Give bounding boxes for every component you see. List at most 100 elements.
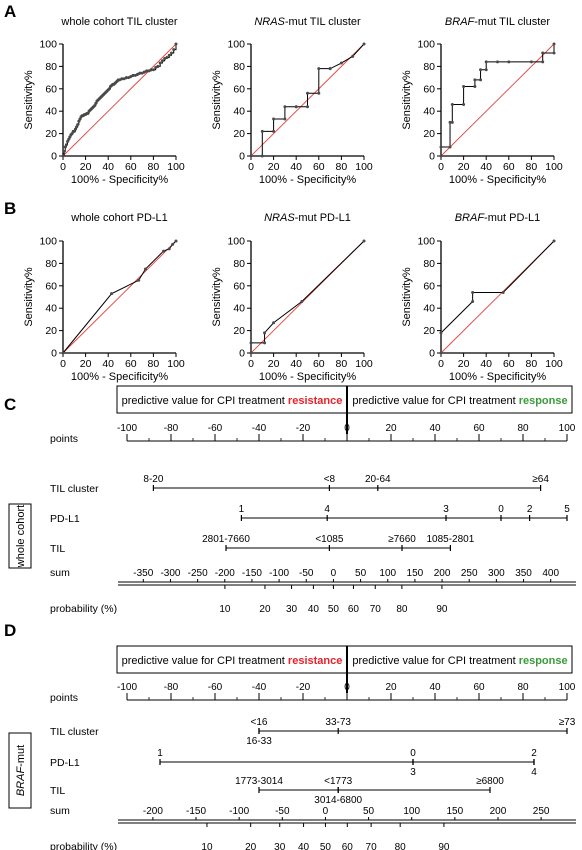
sum-tick-label: -100	[269, 568, 289, 579]
roc-point	[163, 57, 167, 61]
roc-point	[174, 239, 178, 243]
resistance-label: predictive value for CPI treatment resis…	[122, 395, 343, 407]
roc-point	[172, 48, 176, 52]
x-tick-label: 0	[438, 358, 444, 370]
variable-level-label: 20-64	[365, 474, 391, 485]
x-axis-label: 100% - Specificity%	[449, 174, 546, 186]
reference-diagonal	[62, 43, 177, 157]
x-tick-label: 100	[545, 161, 563, 173]
roc-point	[140, 71, 144, 75]
roc-point	[76, 123, 80, 127]
points-tick-label: -60	[208, 423, 223, 434]
x-tick-label: 80	[336, 161, 348, 173]
roc-point	[94, 101, 98, 105]
y-tick-label: 60	[45, 83, 57, 95]
roc-point	[263, 341, 267, 345]
roc-point	[86, 111, 90, 115]
points-tick-label: -100	[117, 423, 137, 434]
roc-chart-6: BRAF-mut PD-L100202040406060808010010010…	[401, 212, 563, 383]
sum-tick-label: 200	[490, 806, 507, 817]
variable-label: TIL cluster	[50, 726, 99, 738]
roc-point	[67, 137, 71, 141]
variable-level-label: 5	[564, 504, 570, 515]
variable-level-label: <1085	[315, 534, 344, 545]
points-tick-label: -40	[252, 682, 267, 693]
points-tick-label: -80	[164, 682, 179, 693]
y-tick-label: 20	[233, 325, 245, 337]
roc-chart-1: whole cohort TIL cluster 00 20 20 40 40 60 60 80…	[23, 16, 185, 186]
resistance-word: resistance	[288, 655, 342, 667]
y-tick-label: 60	[233, 83, 245, 95]
roc-point	[448, 145, 452, 149]
y-tick-label: 20	[423, 128, 435, 140]
roc-chart-2: NRAS-mut TIL cluster00202040406060808010…	[211, 16, 373, 186]
y-tick-label: 80	[45, 61, 57, 73]
roc-point	[63, 145, 67, 149]
y-tick-label: 40	[45, 303, 57, 315]
variable-level-label: 1085-2801	[426, 534, 474, 545]
points-tick-label: 80	[517, 423, 529, 434]
probability-tick-label: 70	[366, 842, 378, 850]
x-tick-label: 0	[248, 358, 254, 370]
panel-letter-a: A	[4, 2, 16, 21]
y-axis-label: Sensitivity%	[23, 267, 35, 327]
sum-tick-label: 150	[446, 806, 463, 817]
roc-point	[174, 42, 178, 46]
chart-title: whole cohort PD-L1	[70, 212, 168, 224]
x-axis-label: 100% - Specificity%	[259, 174, 356, 186]
nomogram-2: predictive value for CPI treatment resis…	[8, 645, 576, 850]
probability-tick-label: 60	[342, 842, 354, 850]
x-axis-label: 100% - Specificity%	[259, 371, 356, 383]
points-tick-label: 20	[385, 423, 397, 434]
probability-tick-label: 10	[201, 842, 213, 850]
sum-tick-label: 50	[363, 806, 375, 817]
variable-label: PD-L1	[50, 513, 80, 525]
sum-tick-label: 150	[407, 568, 424, 579]
resistance-prefix: predictive value for CPI treatment	[122, 655, 288, 667]
roc-point	[479, 78, 483, 82]
probability-label: probability (%)	[50, 603, 117, 615]
variable-level-label: 0	[410, 748, 416, 759]
y-tick-label: 60	[45, 280, 57, 292]
y-tick-label: 20	[45, 325, 57, 337]
points-tick-label: 60	[473, 423, 485, 434]
roc-point	[93, 104, 97, 108]
roc-point	[501, 291, 505, 295]
x-tick-label: 20	[458, 358, 470, 370]
x-tick-label: 80	[336, 358, 348, 370]
variable-row: TIL 2801-7660 <1085 ≥7660 1085-2801	[50, 534, 475, 555]
cohort-side-label-rest: -mut	[15, 745, 27, 767]
variable-level-label: 1	[239, 504, 245, 515]
chart-title: NRAS-mut TIL cluster	[254, 16, 361, 28]
probability-tick-label: 80	[395, 842, 407, 850]
points-tick-label: -60	[208, 682, 223, 693]
roc-point	[110, 292, 114, 296]
roc-point	[260, 129, 264, 133]
roc-point	[339, 61, 343, 65]
points-tick-label: -20	[296, 682, 311, 693]
roc-point	[149, 68, 153, 72]
response-label: predictive value for CPI treatment respo…	[352, 395, 567, 407]
x-tick-label: 60	[313, 161, 325, 173]
points-tick-label: 80	[517, 682, 529, 693]
x-tick-label: 40	[290, 161, 302, 173]
cohort-side-label: whole cohort	[15, 505, 27, 568]
cohort-side-box	[8, 503, 32, 569]
variable-label: TIL	[50, 543, 65, 555]
response-word: response	[519, 395, 568, 407]
x-tick-label: 60	[125, 358, 137, 370]
y-tick-label: 100	[417, 39, 435, 51]
probability-tick-label: 70	[370, 604, 382, 615]
variable-label: TIL cluster	[50, 483, 99, 495]
variable-level-label: <1773	[324, 776, 353, 787]
variable-level-label: <8	[324, 474, 336, 485]
roc-point	[317, 67, 321, 71]
roc-point	[484, 60, 488, 64]
probability-label: probability (%)	[50, 841, 117, 850]
response-prefix: predictive value for CPI treatment	[352, 395, 518, 407]
y-tick-label: 0	[51, 151, 57, 163]
response-label: predictive value for CPI treatment respo…	[352, 655, 567, 667]
variable-level-label: ≥73	[559, 717, 576, 728]
roc-point	[260, 154, 264, 158]
y-tick-label: 80	[233, 61, 245, 73]
